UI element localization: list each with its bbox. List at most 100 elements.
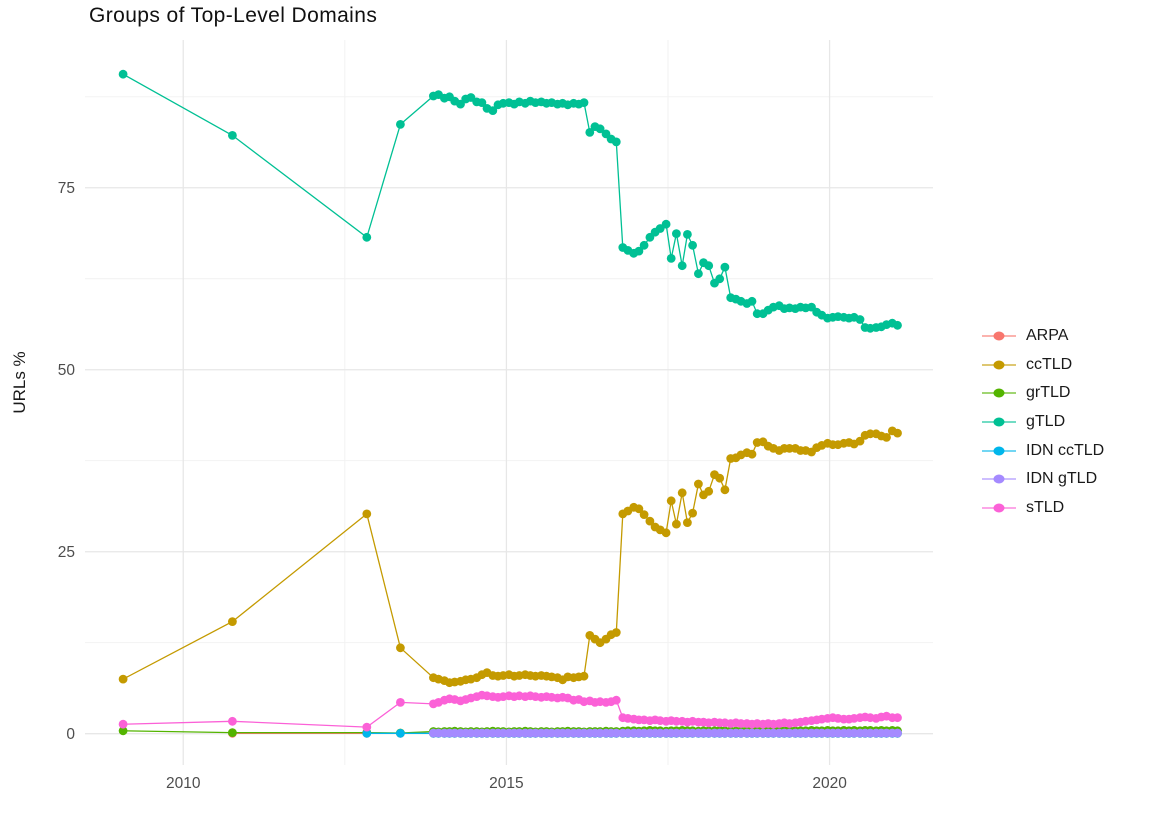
- data-point: [855, 436, 865, 446]
- data-point: [677, 261, 687, 271]
- legend-label: IDN ccTLD: [1026, 441, 1105, 459]
- data-point: [634, 504, 644, 514]
- series-cctld: [118, 426, 902, 688]
- data-point: [694, 479, 703, 489]
- series-line: [122, 73, 898, 329]
- data-point: [688, 240, 697, 250]
- legend-label: sTLD: [1026, 498, 1065, 516]
- series-line: [122, 430, 898, 684]
- data-point: [683, 230, 692, 239]
- legend-key-icon: [982, 360, 1016, 370]
- data-point: [704, 486, 714, 496]
- x-tick-label: 2020: [812, 775, 847, 792]
- data-point: [118, 726, 128, 736]
- data-point: [362, 728, 372, 738]
- data-point: [672, 519, 681, 529]
- x-tick-label: 2010: [166, 775, 201, 792]
- data-point: [720, 485, 730, 495]
- data-point: [661, 528, 671, 538]
- data-point: [893, 728, 902, 738]
- data-point: [118, 674, 128, 684]
- data-point: [855, 315, 865, 324]
- data-point: [611, 728, 621, 738]
- data-point: [893, 713, 902, 723]
- legend-key-icon: [982, 388, 1016, 398]
- data-point: [396, 120, 405, 129]
- legend-item-cctld: ccTLD: [981, 351, 1104, 380]
- data-point: [611, 695, 621, 705]
- data-point: [477, 98, 487, 107]
- data-point: [715, 274, 725, 284]
- legend-key-icon: [982, 503, 1016, 513]
- data-point: [579, 671, 589, 681]
- data-point: [611, 137, 621, 147]
- data-point: [893, 320, 902, 330]
- legend-item-idn-gtld: IDN gTLD: [981, 465, 1104, 494]
- legend-item-gtld: gTLD: [981, 408, 1104, 437]
- y-tick-label: 25: [58, 544, 75, 561]
- data-point: [704, 261, 714, 271]
- data-point: [634, 246, 644, 256]
- data-point: [228, 716, 237, 726]
- series-stld: [118, 690, 902, 732]
- series-gtld: [118, 69, 902, 333]
- y-tick-label: 0: [66, 726, 75, 743]
- data-point: [595, 124, 605, 134]
- legend: ARPA ccTLD grTLD gTLD IDN ccTLD IDN gTLD sTLD: [981, 322, 1104, 522]
- legend-key-icon: [982, 446, 1016, 456]
- legend-label: IDN gTLD: [1026, 470, 1098, 488]
- data-point: [661, 219, 671, 229]
- gridlines-major: [85, 40, 933, 765]
- y-tick-label: 50: [58, 362, 76, 379]
- data-point: [396, 643, 405, 653]
- axis-ticks: 0 25 50 75 2010 2015 2020: [58, 180, 847, 792]
- data-point: [672, 229, 681, 239]
- data-point: [645, 516, 655, 526]
- x-tick-label: 2015: [489, 775, 523, 792]
- data-point: [666, 254, 676, 263]
- data-point: [362, 509, 372, 519]
- data-point: [611, 628, 621, 637]
- data-point: [396, 698, 405, 707]
- data-point: [639, 240, 649, 250]
- legend-key-icon: [982, 331, 1016, 341]
- chart-title: Groups of Top-Level Domains: [89, 4, 378, 27]
- data-point: [118, 719, 128, 729]
- legend-label: ccTLD: [1026, 355, 1073, 373]
- legend-label: ARPA: [1026, 327, 1069, 345]
- data-point: [683, 518, 692, 527]
- y-axis-title: URLs %: [10, 351, 29, 413]
- data-point: [882, 433, 891, 442]
- data-point: [579, 98, 589, 107]
- data-point: [639, 510, 649, 519]
- legend-item-idn-cctld: IDN ccTLD: [981, 436, 1104, 465]
- data-point: [688, 508, 697, 518]
- data-point: [747, 296, 757, 306]
- legend-key-icon: [982, 474, 1016, 484]
- series-idn-gtld: [429, 728, 902, 738]
- data-point: [228, 728, 237, 737]
- y-tick-label: 75: [58, 180, 75, 197]
- data-point: [488, 106, 498, 115]
- legend-key-icon: [982, 417, 1016, 427]
- legend-label: gTLD: [1026, 413, 1066, 431]
- data-point: [118, 69, 128, 79]
- legend-label: grTLD: [1026, 384, 1071, 402]
- data-point: [362, 232, 372, 242]
- data-point: [585, 127, 595, 137]
- data-point: [747, 449, 757, 459]
- gridlines-minor: [85, 40, 933, 765]
- data-point: [720, 262, 730, 272]
- data-point: [694, 269, 703, 279]
- data-point: [228, 131, 237, 140]
- data-point: [362, 722, 372, 732]
- legend-item-stld: sTLD: [981, 494, 1104, 523]
- legend-item-arpa: ARPA: [981, 322, 1104, 351]
- data-point: [677, 488, 687, 498]
- legend-item-grtld: grTLD: [981, 379, 1104, 408]
- data-point: [228, 617, 237, 626]
- data-point: [893, 428, 902, 438]
- data-point: [715, 473, 725, 483]
